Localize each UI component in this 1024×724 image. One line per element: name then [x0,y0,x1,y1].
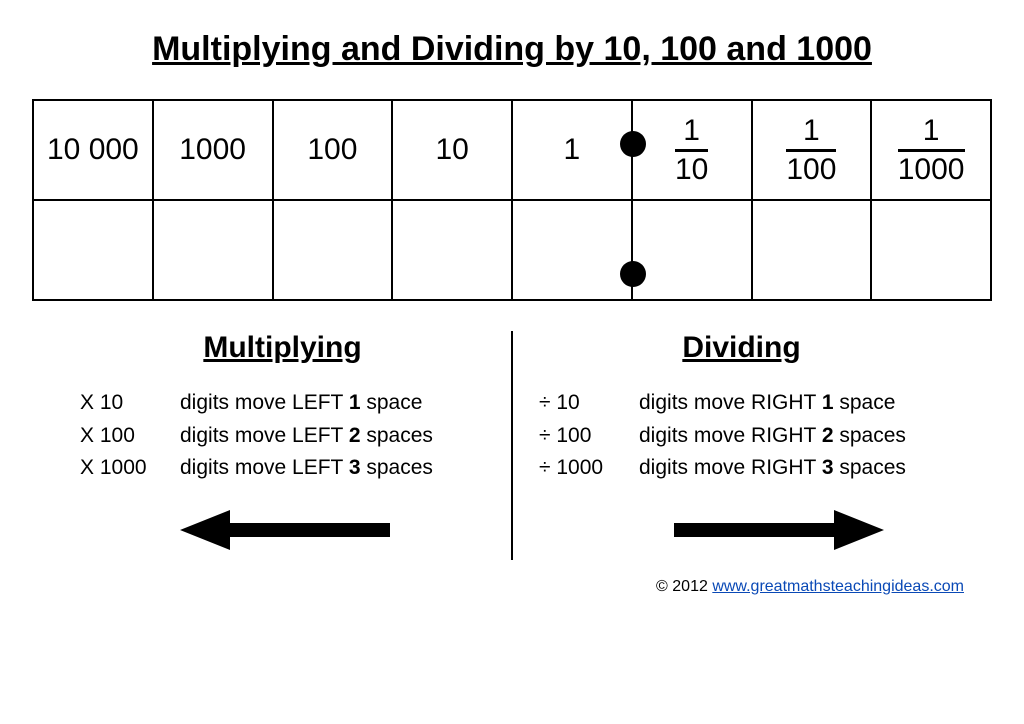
fraction-den: 100 [786,152,836,186]
rule-op: X 10 [80,387,180,420]
fraction-num: 1 [898,115,965,152]
rule-text: digits move RIGHT 1 space [639,387,895,420]
worksheet-page: Multiplying and Dividing by 10, 100 and … [0,0,1024,616]
empty-cell [273,200,393,300]
col-label: 1000 [179,133,246,166]
decimal-point-icon [620,261,646,287]
place-value-table: 10 000 1000 100 10 1 1 10 1 100 1 [32,99,992,301]
arrow-left-icon [180,505,400,555]
rule-op: ÷ 10 [539,387,639,420]
multiplying-column: Multiplying X 10 digits move LEFT 1 spac… [60,331,505,560]
rule-text: digits move RIGHT 2 spaces [639,420,906,453]
empty-cell [752,200,872,300]
empty-cell [512,200,632,300]
rule-text: digits move RIGHT 3 spaces [639,452,906,485]
dividing-column: Dividing ÷ 10 digits move RIGHT 1 space … [519,331,964,560]
col-label: 10 000 [47,133,139,166]
empty-cell [392,200,512,300]
arrow-right-icon [664,505,884,555]
empty-cell [632,200,752,300]
decimal-point-icon [620,131,646,157]
col-tenth: 1 10 [632,100,752,200]
footer: © 2012 www.greatmathsteachingideas.com [30,578,994,596]
fraction-1-1000: 1 1000 [898,115,965,185]
rule-text: digits move LEFT 3 spaces [180,452,433,485]
fraction-1-10: 1 10 [675,115,708,185]
rule-line: X 1000 digits move LEFT 3 spaces [80,452,485,485]
rule-op: X 1000 [80,452,180,485]
empty-cell [871,200,991,300]
table-header-row: 10 000 1000 100 10 1 1 10 1 100 1 [33,100,991,200]
col-100: 100 [273,100,393,200]
col-label: 10 [435,133,468,166]
rule-op: X 100 [80,420,180,453]
rule-line: X 10 digits move LEFT 1 space [80,387,485,420]
col-label: 100 [307,133,357,166]
rule-line: ÷ 100 digits move RIGHT 2 spaces [539,420,944,453]
fraction-den: 10 [675,152,708,186]
rules-section: Multiplying X 10 digits move LEFT 1 spac… [30,331,994,560]
page-title: Multiplying and Dividing by 10, 100 and … [30,30,994,69]
rule-line: ÷ 10 digits move RIGHT 1 space [539,387,944,420]
fraction-den: 1000 [898,152,965,186]
fraction-num: 1 [786,115,836,152]
col-label: 1 [564,133,581,166]
empty-cell [33,200,153,300]
rule-op: ÷ 100 [539,420,639,453]
rule-op: ÷ 1000 [539,452,639,485]
right-arrow-wrap [539,505,944,560]
col-1: 1 [512,100,632,200]
dividing-heading: Dividing [539,331,944,365]
col-1000: 1000 [153,100,273,200]
table-empty-row [33,200,991,300]
col-10000: 10 000 [33,100,153,200]
empty-cell [153,200,273,300]
multiplying-heading: Multiplying [80,331,485,365]
col-thousandth: 1 1000 [871,100,991,200]
rule-line: X 100 digits move LEFT 2 spaces [80,420,485,453]
vertical-divider [511,331,513,560]
fraction-num: 1 [675,115,708,152]
copyright-text: © 2012 [656,578,712,595]
fraction-1-100: 1 100 [786,115,836,185]
col-10: 10 [392,100,512,200]
source-link[interactable]: www.greatmathsteachingideas.com [712,578,964,595]
rule-text: digits move LEFT 2 spaces [180,420,433,453]
rule-text: digits move LEFT 1 space [180,387,422,420]
left-arrow-wrap [80,505,485,560]
rule-line: ÷ 1000 digits move RIGHT 3 spaces [539,452,944,485]
col-hundredth: 1 100 [752,100,872,200]
